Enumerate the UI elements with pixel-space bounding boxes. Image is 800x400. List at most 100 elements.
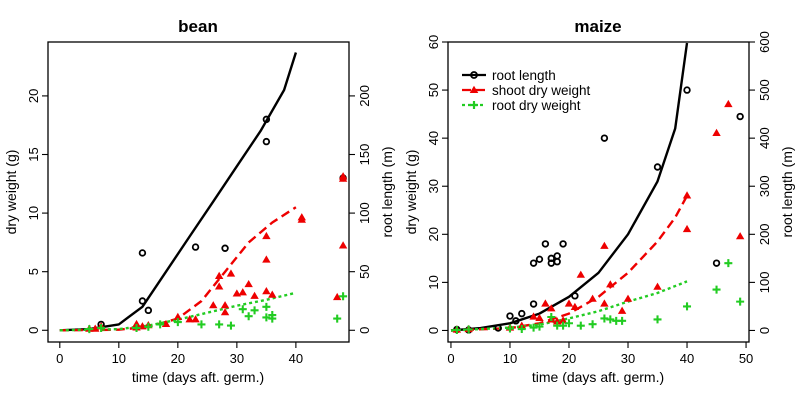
maize-y2-tick-label: 600 [757,31,772,53]
maize-root-length-point [553,258,561,266]
maize-chart-title: maize [574,17,621,36]
bean-root-dry-weight-point [250,306,259,315]
bean-shoot-dry-weight-point [297,213,306,221]
maize-y-axis-label: dry weight (g) [403,150,419,235]
maize-root-length-point [529,300,538,308]
maize-x-tick-label: 50 [739,351,753,366]
maize-root-dry-weight-point [724,259,733,268]
maize-y2-tick-label: 400 [757,127,772,149]
bean-shoot-dry-weight-point [250,291,259,299]
maize-y-tick-label: 50 [426,83,441,97]
maize-y2-axis-label: root length (m) [779,146,795,237]
legend-item-root-length: root length [462,68,556,83]
bean-shoot-dry-weight-point [332,292,342,301]
bean-shoot-dry-weight-point [214,282,224,290]
maize-y2-tick-label: 300 [757,175,772,197]
maize-root-length-point [653,163,662,171]
bean-shoot-dry-weight-point [220,308,230,316]
maize-shoot-dry-weight-point [623,294,633,302]
legend-marker-plus-icon [470,101,478,109]
bean-x-tick-label: 20 [171,351,185,366]
maize-shoot-dry-weight-point [588,294,597,302]
maize-root-dry-weight-point [576,321,585,330]
bean-x-axis-label: time (days aft. germ.) [132,369,264,385]
maize-root-length-point [541,240,550,248]
maize-shoot-dry-weight-point [570,302,580,310]
maize-root-dry-weight-point [606,315,615,324]
maize-root-length-point [512,317,520,325]
bean-shoot-dry-weight-point [262,231,271,240]
bean-y2-tick-label: 0 [357,327,372,334]
legend: root length shoot dry weight root dry we… [462,68,591,113]
bean-root-dry-weight-point [173,318,182,327]
maize-shoot-dry-weight-point [535,313,544,322]
bean-shoot-dry-weight-point [268,290,277,298]
bean-y2-axis-label: root length (m) [379,146,395,237]
maize-y-tick-label: 40 [426,131,441,145]
maize-axes: 0 10 20 30 40 5001020304050600100200300400500… [426,31,772,366]
maize-y-tick-label: 30 [426,179,441,193]
bean-y-tick-label: 20 [26,89,41,103]
maize-x-tick-label: 40 [680,351,694,366]
bean-root-dry-weight-point [144,322,153,331]
maize-root-dry-weight-point [559,321,568,330]
bean-root-length-point [221,244,229,252]
maize-root-length-point [494,324,502,332]
maize-shoot-dry-weight-point [724,99,733,108]
maize-root-length-point [559,240,567,248]
legend-item-root-dry-weight: root dry weight [462,98,581,113]
bean-root-length-point [191,243,200,251]
maize-y-tick-label: 20 [426,227,441,241]
bean-shoot-dry-weight-point [214,271,224,279]
maize-shoot-dry-weight-point [653,282,662,290]
bean-y-tick-label: 0 [26,327,41,334]
bean-y2-tick-label: 200 [357,85,372,107]
maize-plot-frame [447,41,750,343]
bean-chart-title: bean [178,17,218,36]
bean-panel: bean time (days aft. germ.) dry weight (… [3,17,395,385]
bean-plot-frame [47,41,350,343]
bean-shoot-dry-weight-point [185,315,194,323]
legend-label-shoot-dry-weight: shoot dry weight [492,83,591,98]
legend-label-root-dry-weight: root dry weight [492,98,581,113]
bean-root-dry-weight-point [85,325,94,334]
bean-shoot-dry-weight-point [232,289,242,297]
bean-shoot-dry-weight-point [338,241,348,249]
bean-root-dry-weight-point [262,302,271,311]
bean-shoot-dry-weight-point [262,287,271,295]
bean-root-dry-weight-point [339,292,348,301]
maize-fitted-curves [450,42,689,332]
bean-root-dry-weight-point [244,312,253,321]
bean-root-length-point [144,306,153,315]
maize-root-dry-weight-point [464,325,473,334]
bean-x-tick-label: 10 [112,351,126,366]
bean-root-dry-weight-point [197,320,206,329]
bean-shoot-dry-weight-point [338,174,348,182]
bean-fitted-curves [59,52,298,332]
maize-root-dry-weight-point [618,316,627,325]
legend-item-shoot-dry-weight: shoot dry weight [462,83,591,98]
bean-y2-tick-label: 50 [357,264,372,278]
legend-label-root-length: root length [492,68,556,83]
maize-root-dry-weight-point [736,297,745,306]
bean-root-dry-weight-point [132,323,141,332]
bean-root-length-point [262,137,271,146]
bean-root-length-curve [59,52,298,332]
bean-shoot-dry-weight-point [226,269,236,277]
bean-root-dry-weight-point [215,320,224,329]
legend-marker-triangle-icon [469,85,479,93]
maize-root-length-point [553,252,561,260]
maize-x-tick-label: 10 [503,351,517,366]
bean-y-tick-label: 5 [26,268,41,275]
maize-root-dry-weight-point [452,325,461,334]
maize-root-dry-weight-point [547,313,556,321]
maize-shoot-dry-weight-point [529,312,538,320]
bean-x-tick-label: 40 [289,351,303,366]
maize-root-length-point [506,312,514,320]
maize-root-length-curve [450,42,689,332]
bean-root-length-point [138,249,147,257]
maize-x-tick-label: 20 [562,351,576,366]
maize-shoot-dry-weight-point [682,191,692,199]
maize-root-dry-weight-point [505,324,514,333]
maize-root-dry-weight-point [517,325,526,334]
